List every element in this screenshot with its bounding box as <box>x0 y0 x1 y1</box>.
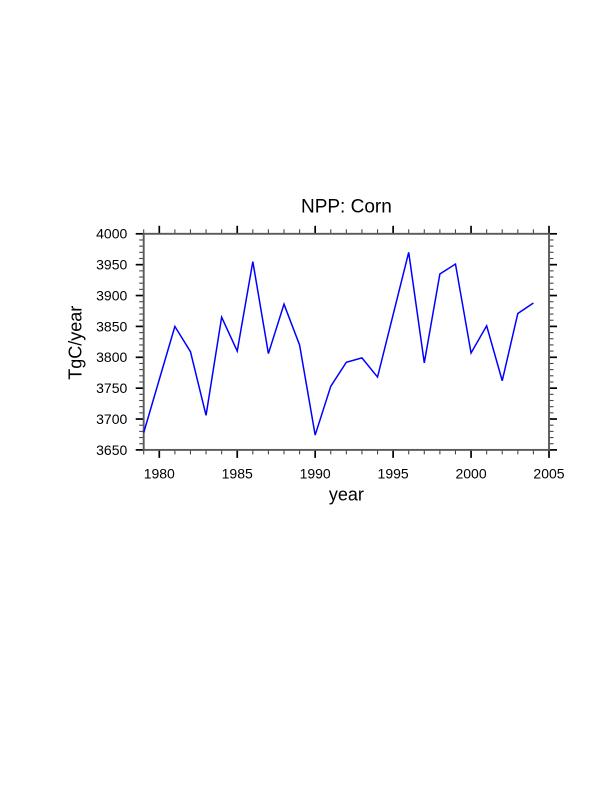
svg-text:3650: 3650 <box>96 442 127 458</box>
svg-text:3700: 3700 <box>96 411 127 427</box>
svg-text:1990: 1990 <box>300 465 331 481</box>
svg-text:3850: 3850 <box>96 318 127 334</box>
svg-text:2000: 2000 <box>455 465 486 481</box>
svg-text:1995: 1995 <box>378 465 409 481</box>
svg-text:3750: 3750 <box>96 380 127 396</box>
svg-text:NPP: Corn: NPP: Corn <box>301 197 392 218</box>
svg-text:3800: 3800 <box>96 349 127 365</box>
svg-text:3950: 3950 <box>96 257 127 273</box>
svg-text:year: year <box>329 484 364 504</box>
svg-text:4000: 4000 <box>96 226 127 242</box>
svg-text:1980: 1980 <box>144 465 175 481</box>
svg-text:1985: 1985 <box>222 465 253 481</box>
svg-text:2005: 2005 <box>533 465 564 481</box>
svg-text:3900: 3900 <box>96 287 127 303</box>
svg-text:TgC/year: TgC/year <box>66 306 86 380</box>
